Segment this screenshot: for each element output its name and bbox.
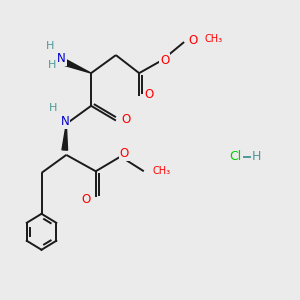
Text: Cl: Cl — [229, 150, 242, 163]
Text: O: O — [120, 147, 129, 160]
Text: O: O — [160, 53, 170, 67]
Text: N: N — [60, 115, 69, 128]
Text: CH₃: CH₃ — [204, 34, 222, 44]
Text: H: H — [252, 150, 262, 163]
Polygon shape — [62, 58, 91, 73]
Text: CH₃: CH₃ — [152, 166, 171, 176]
Text: N: N — [57, 52, 66, 65]
Text: O: O — [144, 88, 154, 101]
Text: H: H — [48, 60, 56, 70]
Text: O: O — [188, 34, 197, 47]
Text: O: O — [81, 193, 91, 206]
Text: O: O — [121, 113, 130, 126]
Text: H: H — [46, 41, 54, 51]
Polygon shape — [62, 124, 68, 150]
Text: H: H — [49, 103, 58, 113]
